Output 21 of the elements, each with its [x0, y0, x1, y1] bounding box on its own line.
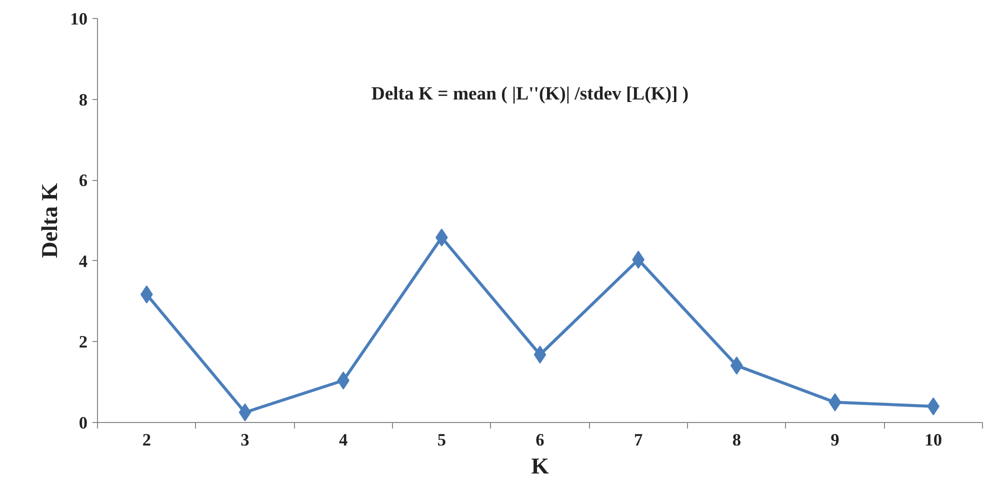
x-tick-label: 6: [536, 430, 545, 450]
y-tick-label: 4: [78, 252, 88, 271]
y-tick-label: 10: [70, 10, 88, 28]
x-tick-label: 7: [634, 430, 643, 450]
y-axis-title: Delta K: [37, 182, 62, 258]
point: [828, 393, 842, 412]
y-tick-label: 8: [78, 90, 88, 110]
y-tick-label: 0: [78, 414, 88, 432]
x-tick-label: 8: [732, 430, 742, 450]
x-tick-label: 10: [924, 430, 942, 450]
point: [238, 403, 252, 422]
x-tick-label: 3: [240, 430, 250, 450]
y-tick-label: 6: [78, 171, 88, 190]
annotation: Delta K = mean ( |L''(K)| /stdev [L(K)] ): [371, 84, 689, 104]
x-tick-label: 9: [830, 430, 840, 450]
x-axis-title: K: [531, 454, 550, 478]
y-tick-label: 2: [78, 332, 88, 352]
x-tick-label: 4: [339, 430, 348, 450]
point: [534, 346, 546, 364]
x-tick-label: 5: [437, 430, 446, 450]
x-tick-label: 2: [142, 430, 152, 450]
